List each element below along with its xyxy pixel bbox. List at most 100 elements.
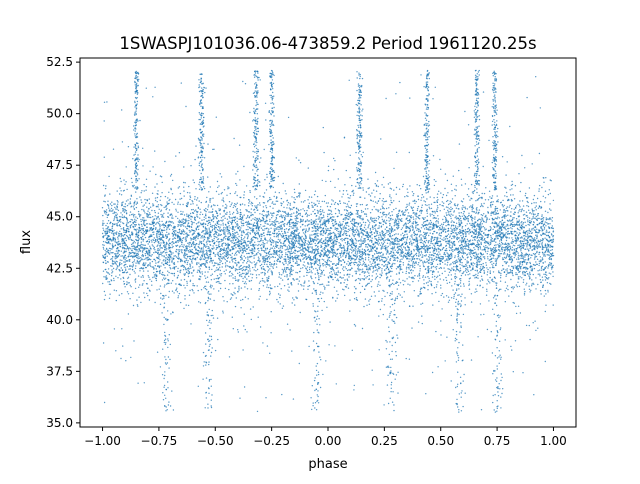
data-point (423, 231, 425, 234)
data-point (422, 263, 424, 265)
data-point (477, 260, 479, 263)
data-point (378, 349, 380, 351)
data-point (466, 265, 468, 267)
data-point (209, 240, 211, 243)
data-point (470, 269, 472, 272)
data-point (544, 221, 546, 223)
data-point (494, 206, 497, 208)
data-point (442, 247, 444, 249)
data-point (490, 227, 492, 229)
data-point (374, 278, 377, 280)
data-point (432, 217, 434, 219)
data-point (525, 192, 527, 195)
data-point (415, 255, 418, 257)
data-point (197, 237, 199, 240)
data-point (283, 225, 286, 227)
data-point (475, 245, 478, 248)
data-point (474, 269, 476, 272)
data-point (361, 223, 363, 226)
data-point (231, 294, 234, 296)
data-point (459, 239, 461, 241)
data-point (178, 152, 181, 154)
data-point (383, 256, 385, 259)
data-point (511, 237, 513, 239)
data-point (325, 225, 327, 228)
data-point (221, 262, 224, 265)
data-point (291, 208, 293, 211)
data-point (259, 295, 261, 298)
data-point (539, 275, 541, 277)
data-point (445, 225, 447, 227)
data-point (235, 237, 237, 239)
data-point (436, 205, 439, 207)
data-point (432, 251, 434, 253)
data-point (372, 256, 374, 258)
data-point (316, 258, 319, 260)
data-point (231, 272, 233, 275)
data-point (272, 224, 274, 226)
data-point (476, 209, 478, 211)
data-point (258, 289, 260, 292)
data-point (214, 215, 216, 218)
data-point (404, 211, 406, 213)
data-point (421, 206, 423, 209)
data-point (244, 275, 246, 278)
data-point (435, 221, 437, 223)
data-point (447, 203, 450, 206)
data-point (296, 261, 298, 263)
data-point (226, 228, 228, 230)
data-point (440, 168, 442, 170)
data-point (218, 282, 220, 284)
data-point (335, 243, 337, 245)
data-point (289, 273, 291, 275)
data-point (133, 256, 136, 258)
data-point (391, 234, 394, 237)
data-point (528, 230, 531, 232)
data-point (337, 293, 339, 296)
data-point (379, 244, 382, 246)
data-point (356, 211, 359, 214)
data-point (239, 179, 241, 181)
data-point (367, 225, 370, 227)
data-point (149, 213, 151, 216)
data-point (478, 211, 480, 214)
data-point (536, 258, 539, 260)
data-point (489, 228, 492, 231)
data-point (260, 227, 263, 229)
data-point (152, 219, 154, 221)
data-point (170, 187, 172, 190)
data-point (488, 300, 490, 302)
data-point (361, 236, 363, 238)
data-point (321, 254, 323, 256)
data-point (244, 286, 246, 288)
data-point (453, 297, 455, 299)
data-point (528, 285, 530, 287)
data-point (297, 283, 299, 285)
data-point (279, 296, 281, 299)
data-point (218, 208, 220, 210)
data-point (495, 236, 497, 238)
data-point (297, 290, 300, 292)
data-point (264, 269, 266, 272)
data-point (409, 264, 412, 267)
data-point (121, 263, 123, 265)
data-point (503, 261, 506, 263)
data-point (450, 206, 452, 208)
data-point (216, 267, 218, 269)
data-point (318, 300, 320, 303)
data-point (424, 242, 427, 244)
data-point (104, 187, 107, 190)
data-point (530, 220, 532, 223)
data-point (447, 199, 449, 202)
data-point (429, 215, 432, 217)
data-point (258, 218, 260, 220)
data-point (228, 215, 230, 218)
data-point (516, 267, 518, 269)
data-point (132, 239, 134, 242)
data-point (407, 222, 409, 225)
data-point (497, 243, 499, 246)
data-point (476, 207, 478, 209)
data-point (409, 258, 411, 260)
data-point (222, 205, 224, 207)
data-point (540, 266, 543, 268)
